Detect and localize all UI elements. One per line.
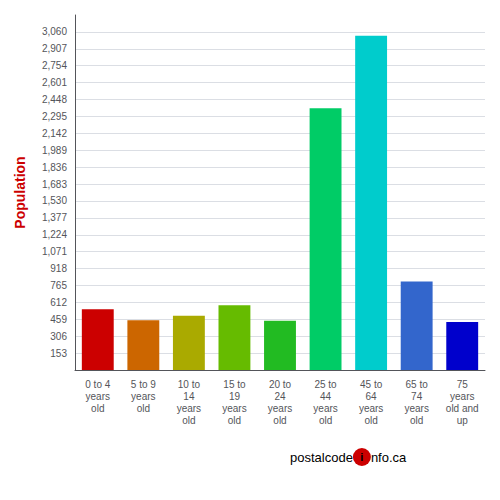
svg-text:765: 765 — [50, 280, 67, 291]
svg-text:old: old — [182, 415, 195, 426]
svg-text:1,989: 1,989 — [42, 145, 67, 156]
svg-text:15 to: 15 to — [223, 379, 246, 390]
svg-text:918: 918 — [50, 263, 67, 274]
svg-text:612: 612 — [50, 297, 67, 308]
svg-text:years: years — [268, 403, 292, 414]
svg-text:0 to 4: 0 to 4 — [85, 379, 110, 390]
svg-text:5 to 9: 5 to 9 — [131, 379, 156, 390]
svg-text:25 to: 25 to — [314, 379, 337, 390]
svg-text:postalcode: postalcode — [290, 450, 353, 465]
svg-text:459: 459 — [50, 314, 67, 325]
svg-text:old: old — [228, 415, 241, 426]
svg-text:74: 74 — [411, 391, 423, 402]
svg-text:old: old — [137, 403, 150, 414]
svg-text:153: 153 — [50, 348, 67, 359]
svg-text:2,907: 2,907 — [42, 43, 67, 54]
svg-text:24: 24 — [274, 391, 286, 402]
svg-text:45 to: 45 to — [360, 379, 383, 390]
svg-text:1,683: 1,683 — [42, 179, 67, 190]
svg-text:2,295: 2,295 — [42, 111, 67, 122]
svg-text:up: up — [457, 415, 469, 426]
svg-text:years: years — [131, 391, 155, 402]
svg-text:years: years — [86, 391, 110, 402]
svg-text:2,142: 2,142 — [42, 128, 67, 139]
svg-text:306: 306 — [50, 331, 67, 342]
svg-text:old and: old and — [446, 403, 479, 414]
svg-text:1,224: 1,224 — [42, 229, 67, 240]
svg-text:old: old — [273, 415, 286, 426]
svg-text:44: 44 — [320, 391, 332, 402]
svg-text:65 to: 65 to — [406, 379, 429, 390]
svg-text:1,530: 1,530 — [42, 195, 67, 206]
svg-text:i: i — [360, 451, 363, 463]
svg-text:years: years — [222, 403, 246, 414]
svg-text:old: old — [319, 415, 332, 426]
svg-text:years: years — [450, 391, 474, 402]
svg-text:20 to: 20 to — [269, 379, 292, 390]
svg-text:nfo.ca: nfo.ca — [371, 450, 407, 465]
svg-text:Population: Population — [12, 156, 28, 228]
svg-text:1,836: 1,836 — [42, 162, 67, 173]
svg-text:19: 19 — [229, 391, 241, 402]
svg-text:old: old — [91, 403, 104, 414]
svg-text:75: 75 — [457, 379, 469, 390]
svg-text:years: years — [313, 403, 337, 414]
svg-text:1,071: 1,071 — [42, 246, 67, 257]
svg-text:14: 14 — [183, 391, 195, 402]
svg-text:years: years — [359, 403, 383, 414]
svg-text:2,448: 2,448 — [42, 94, 67, 105]
svg-text:3,060: 3,060 — [42, 26, 67, 37]
svg-text:10 to: 10 to — [178, 379, 201, 390]
svg-text:64: 64 — [366, 391, 378, 402]
svg-text:years: years — [404, 403, 428, 414]
svg-text:old: old — [410, 415, 423, 426]
svg-text:2,601: 2,601 — [42, 77, 67, 88]
svg-text:1,377: 1,377 — [42, 212, 67, 223]
svg-text:old: old — [364, 415, 377, 426]
svg-text:2,754: 2,754 — [42, 60, 67, 71]
svg-text:years: years — [177, 403, 201, 414]
